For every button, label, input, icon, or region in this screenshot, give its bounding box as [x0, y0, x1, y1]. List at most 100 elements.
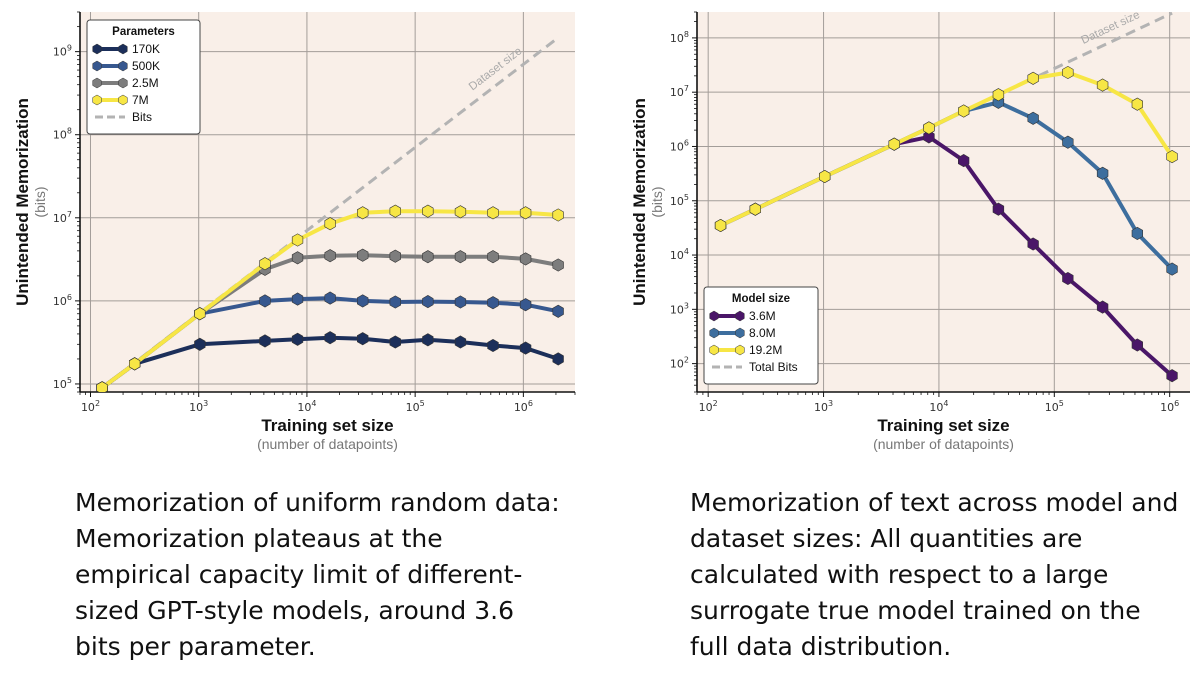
- legend-marker: [709, 344, 719, 356]
- data-point-3-6m: [1062, 271, 1074, 286]
- data-point-170k: [324, 331, 336, 345]
- legend-marker: [118, 60, 128, 72]
- y-tick-label: 105: [670, 193, 689, 208]
- x-tick-label: 106: [514, 399, 533, 414]
- data-point-19-2m: [957, 104, 970, 118]
- legend-marker: [709, 310, 719, 322]
- caption-left: Memorization of uniform random data: Mem…: [75, 488, 560, 661]
- legend: Parameters 170K 500K 2.5M 7M Bits: [86, 19, 201, 135]
- legend-marker: [92, 94, 102, 106]
- data-point-7m: [519, 206, 532, 220]
- data-point-19-2m: [1027, 71, 1039, 85]
- y-axis-subtitle: (bits): [32, 186, 48, 217]
- data-point-19-2m: [1062, 65, 1074, 80]
- data-point-7m: [487, 206, 499, 220]
- legend-marker: [709, 327, 719, 339]
- data-point-19-2m: [992, 88, 1005, 102]
- x-axis-subtitle: (number of datapoints): [873, 436, 1014, 452]
- legend-marker: [735, 310, 745, 322]
- x-tick-label: 105: [406, 399, 425, 414]
- legend-label: 500K: [132, 59, 160, 73]
- data-point-19-2m: [923, 121, 935, 135]
- y-axis-subtitle: (bits): [649, 186, 665, 217]
- data-point-7m: [422, 204, 434, 218]
- x-tick-label: 104: [297, 399, 316, 414]
- y-tick-label: 106: [670, 138, 689, 153]
- data-point-8-0m: [1062, 135, 1074, 149]
- data-point-170k: [552, 352, 564, 366]
- data-point-2-5m: [454, 250, 467, 264]
- data-point-2-5m: [389, 249, 402, 263]
- data-point-7m: [552, 208, 564, 222]
- data-point-7m: [454, 205, 467, 219]
- data-point-19-2m: [1166, 150, 1178, 164]
- data-point-170k: [389, 335, 402, 349]
- x-axis-subtitle: (number of datapoints): [257, 436, 398, 452]
- data-point-2-5m: [422, 250, 434, 264]
- legend-marker: [92, 43, 102, 55]
- y-tick-label: 107: [670, 84, 689, 99]
- legend-label: 7M: [132, 93, 149, 107]
- legend-label: 3.6M: [749, 309, 776, 323]
- y-tick-label: 106: [53, 293, 72, 308]
- data-point-19-2m: [714, 218, 727, 233]
- data-point-170k: [422, 333, 434, 347]
- data-point-7m: [96, 381, 108, 392]
- data-point-170k: [291, 332, 304, 346]
- data-point-7m: [356, 206, 369, 220]
- data-point-170k: [454, 335, 467, 349]
- y-axis-title: Unintended Memorization: [13, 98, 32, 306]
- data-point-3-6m: [1027, 237, 1039, 251]
- data-point-19-2m: [1131, 97, 1143, 111]
- data-point-7m: [389, 204, 402, 218]
- legend-label: 2.5M: [132, 76, 159, 90]
- data-point-500k: [259, 294, 271, 308]
- y-axis-title: Unintended Memorization: [630, 98, 649, 306]
- data-point-7m: [259, 257, 271, 271]
- legend-label: 19.2M: [749, 343, 782, 357]
- data-point-2-5m: [324, 249, 336, 263]
- legend-label: Bits: [132, 110, 152, 124]
- data-point-170k: [194, 337, 206, 351]
- data-point-500k: [324, 291, 336, 305]
- legend-marker: [92, 60, 102, 72]
- data-point-170k: [519, 341, 532, 355]
- data-point-500k: [356, 294, 369, 308]
- x-tick-label: 106: [1160, 399, 1179, 414]
- legend-marker: [735, 344, 745, 356]
- x-tick-label: 104: [929, 399, 948, 414]
- x-tick-label: 103: [189, 399, 208, 414]
- data-point-500k: [487, 296, 499, 310]
- legend: Model size 3.6M 8.0M 19.2M Total Bits: [703, 286, 819, 385]
- x-tick-label: 102: [699, 399, 718, 414]
- x-tick-label: 103: [814, 399, 833, 414]
- data-point-19-2m: [749, 202, 762, 216]
- data-point-170k: [259, 334, 271, 348]
- y-tick-label: 103: [670, 301, 689, 316]
- y-tick-label: 107: [53, 210, 72, 225]
- data-point-7m: [324, 217, 336, 231]
- x-axis-title: Training set size: [877, 416, 1009, 435]
- data-point-2-5m: [487, 250, 499, 264]
- data-point-8-0m: [1131, 226, 1143, 240]
- series-line-19-2m: [719, 70, 1174, 228]
- data-point-3-6m: [957, 154, 970, 168]
- x-axis-title: Training set size: [261, 416, 393, 435]
- legend-label: Total Bits: [749, 360, 798, 374]
- data-point-7m: [291, 233, 304, 247]
- data-point-2-5m: [552, 258, 564, 272]
- data-point-7m: [129, 357, 141, 371]
- data-point-19-2m: [888, 137, 900, 151]
- data-point-170k: [487, 338, 499, 353]
- data-point-19-2m: [819, 169, 831, 184]
- data-point-7m: [194, 307, 206, 321]
- charts-canvas: 102 103 104 105 106 105 106 107 108 109 Training s…: [13, 9, 1190, 452]
- data-point-500k: [389, 295, 402, 309]
- chart-text-memorization: 102 103 104 105 106 102 103 104 105 106 107 108 Trai…: [630, 9, 1190, 452]
- data-point-2-5m: [519, 252, 532, 266]
- data-point-3-6m: [992, 202, 1005, 216]
- data-point-500k: [552, 304, 564, 318]
- data-point-3-6m: [1166, 369, 1178, 383]
- legend-label: 8.0M: [749, 326, 776, 340]
- y-tick-label: 102: [670, 356, 689, 371]
